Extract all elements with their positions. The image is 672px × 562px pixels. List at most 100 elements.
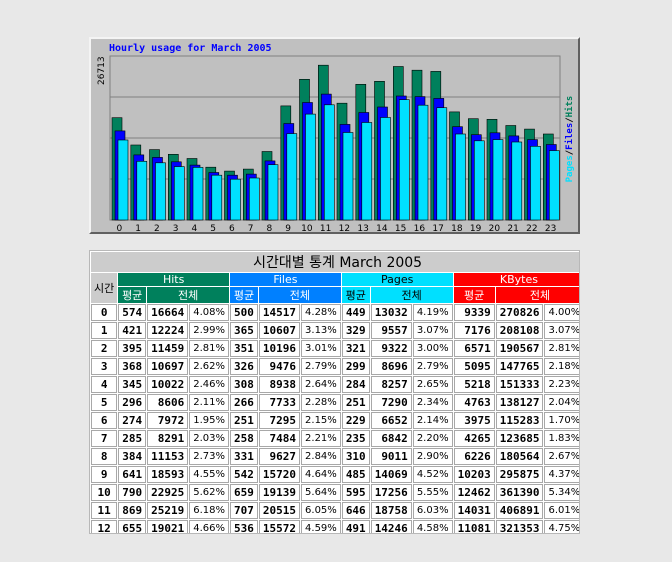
bar-pages-15 bbox=[398, 99, 410, 221]
x-tick-label: 2 bbox=[154, 224, 160, 232]
kbytes-avg-cell: 6226 bbox=[453, 448, 495, 465]
files-pct-cell: 2.28% bbox=[301, 394, 341, 411]
legend-separator: / bbox=[565, 150, 575, 155]
hour-cell: 10 bbox=[91, 484, 118, 501]
x-tick-label: 3 bbox=[173, 224, 179, 232]
hits-group-header: Hits bbox=[118, 273, 230, 286]
files-total-cell: 14517 bbox=[258, 304, 301, 321]
files-group-header: Files bbox=[230, 273, 341, 286]
kbytes-pct-cell: 2.23% bbox=[544, 376, 579, 393]
x-tick-label: 19 bbox=[470, 224, 482, 232]
files-total-cell: 9476 bbox=[258, 358, 301, 375]
x-tick-label: 7 bbox=[248, 224, 254, 232]
hits-total-cell: 11153 bbox=[147, 448, 189, 465]
table-row: 7 285 8291 2.03% 258 7484 2.21% 235 6842 2.20% 426… bbox=[91, 430, 579, 447]
kbytes-avg-cell: 4763 bbox=[453, 394, 495, 411]
hourly-stats-table-panel: 시간대별 통계 March 2005 시간 Hits Files Pages K… bbox=[89, 250, 580, 534]
hits-pct-cell: 2.99% bbox=[189, 322, 230, 339]
pages-pct-cell: 4.52% bbox=[412, 466, 453, 483]
chart-x-tick-labels: 0 1 2 3 4 5 6 7 8 9 10 11 12 13 14 15 16 17 18 19 20 21 22 23 bbox=[117, 224, 557, 232]
hourly-stats-table-body: 0 574 16664 4.08% 500 14517 4.28% 449 13032 4.19%… bbox=[91, 304, 579, 533]
hits-pct-cell: 2.46% bbox=[189, 376, 230, 393]
pages-avg-cell: 299 bbox=[341, 358, 370, 375]
files-avg-cell: 326 bbox=[230, 358, 258, 375]
hits-avg-cell: 274 bbox=[118, 412, 147, 429]
table-title: 시간대별 통계 March 2005 bbox=[91, 252, 579, 272]
table-row: 1 421 12224 2.99% 365 10607 3.13% 329 9557 3.07% 7… bbox=[91, 322, 579, 339]
hits-total-cell: 10022 bbox=[147, 376, 189, 393]
bar-pages-23 bbox=[548, 150, 560, 221]
pages-avg-cell: 449 bbox=[341, 304, 370, 321]
files-avg-cell: 707 bbox=[230, 502, 258, 519]
pages-total-header: 전체 bbox=[370, 287, 453, 303]
pages-pct-cell: 2.65% bbox=[412, 376, 453, 393]
pages-total-cell: 13032 bbox=[370, 304, 412, 321]
kbytes-pct-cell: 2.67% bbox=[544, 448, 579, 465]
hourly-stats-table: 시간대별 통계 March 2005 시간 Hits Files Pages K… bbox=[90, 251, 579, 533]
files-pct-cell: 2.84% bbox=[301, 448, 341, 465]
files-pct-cell: 2.21% bbox=[301, 430, 341, 447]
x-tick-label: 11 bbox=[320, 224, 331, 232]
pages-total-cell: 7290 bbox=[370, 394, 412, 411]
x-tick-label: 16 bbox=[414, 224, 426, 232]
bar-pages-19 bbox=[473, 140, 485, 221]
hour-cell: 2 bbox=[91, 340, 118, 357]
pages-total-cell: 8257 bbox=[370, 376, 412, 393]
hits-avg-cell: 395 bbox=[118, 340, 147, 357]
files-pct-cell: 5.64% bbox=[301, 484, 341, 501]
bar-pages-14 bbox=[380, 117, 391, 221]
kbytes-pct-cell: 4.00% bbox=[544, 304, 579, 321]
files-avg-cell: 308 bbox=[230, 376, 258, 393]
kbytes-total-cell: 270826 bbox=[495, 304, 544, 321]
pages-avg-cell: 284 bbox=[341, 376, 370, 393]
hour-cell: 7 bbox=[91, 430, 118, 447]
bar-pages-20 bbox=[492, 139, 504, 221]
kbytes-pct-cell: 2.18% bbox=[544, 358, 579, 375]
bar-pages-9 bbox=[286, 133, 298, 221]
bar-pages-2 bbox=[155, 162, 166, 221]
pages-pct-cell: 3.07% bbox=[412, 322, 453, 339]
pages-pct-cell: 5.55% bbox=[412, 484, 453, 501]
hits-avg-cell: 641 bbox=[118, 466, 147, 483]
files-pct-cell: 4.64% bbox=[301, 466, 341, 483]
files-total-cell: 7484 bbox=[258, 430, 301, 447]
hour-cell: 3 bbox=[91, 358, 118, 375]
kbytes-total-cell: 180564 bbox=[495, 448, 544, 465]
files-avg-cell: 251 bbox=[230, 412, 258, 429]
pages-total-cell: 14069 bbox=[370, 466, 412, 483]
kbytes-total-cell: 190567 bbox=[495, 340, 544, 357]
files-total-cell: 10196 bbox=[258, 340, 301, 357]
hits-total-cell: 7972 bbox=[147, 412, 189, 429]
hour-cell: 0 bbox=[91, 304, 118, 321]
pages-avg-header: 평균 bbox=[341, 287, 370, 303]
bar-pages-5 bbox=[211, 174, 223, 221]
kbytes-total-cell: 123685 bbox=[495, 430, 544, 447]
files-total-cell: 19139 bbox=[258, 484, 301, 501]
kbytes-pct-cell: 4.37% bbox=[544, 466, 579, 483]
files-avg-cell: 365 bbox=[230, 322, 258, 339]
files-pct-cell: 2.79% bbox=[301, 358, 341, 375]
files-total-cell: 15720 bbox=[258, 466, 301, 483]
hits-total-cell: 10697 bbox=[147, 358, 189, 375]
kbytes-pct-cell: 1.70% bbox=[544, 412, 579, 429]
pages-group-header: Pages bbox=[341, 273, 453, 286]
table-row: 5 296 8606 2.11% 266 7733 2.28% 251 7290 2.34% 476… bbox=[91, 394, 579, 411]
pages-total-cell: 17256 bbox=[370, 484, 412, 501]
hits-avg-cell: 790 bbox=[118, 484, 147, 501]
hour-cell: 11 bbox=[91, 502, 118, 519]
kbytes-total-cell: 208108 bbox=[495, 322, 544, 339]
files-pct-cell: 4.59% bbox=[301, 520, 341, 533]
hour-cell: 1 bbox=[91, 322, 118, 339]
x-tick-label: 6 bbox=[229, 224, 235, 232]
files-pct-cell: 3.01% bbox=[301, 340, 341, 357]
hits-pct-cell: 2.81% bbox=[189, 340, 230, 357]
hour-cell: 6 bbox=[91, 412, 118, 429]
kbytes-total-cell: 295875 bbox=[495, 466, 544, 483]
files-avg-cell: 542 bbox=[230, 466, 258, 483]
pages-total-cell: 8696 bbox=[370, 358, 412, 375]
files-avg-cell: 536 bbox=[230, 520, 258, 533]
kbytes-avg-cell: 9339 bbox=[453, 304, 495, 321]
pages-pct-cell: 2.34% bbox=[412, 394, 453, 411]
x-tick-label: 21 bbox=[507, 224, 518, 232]
